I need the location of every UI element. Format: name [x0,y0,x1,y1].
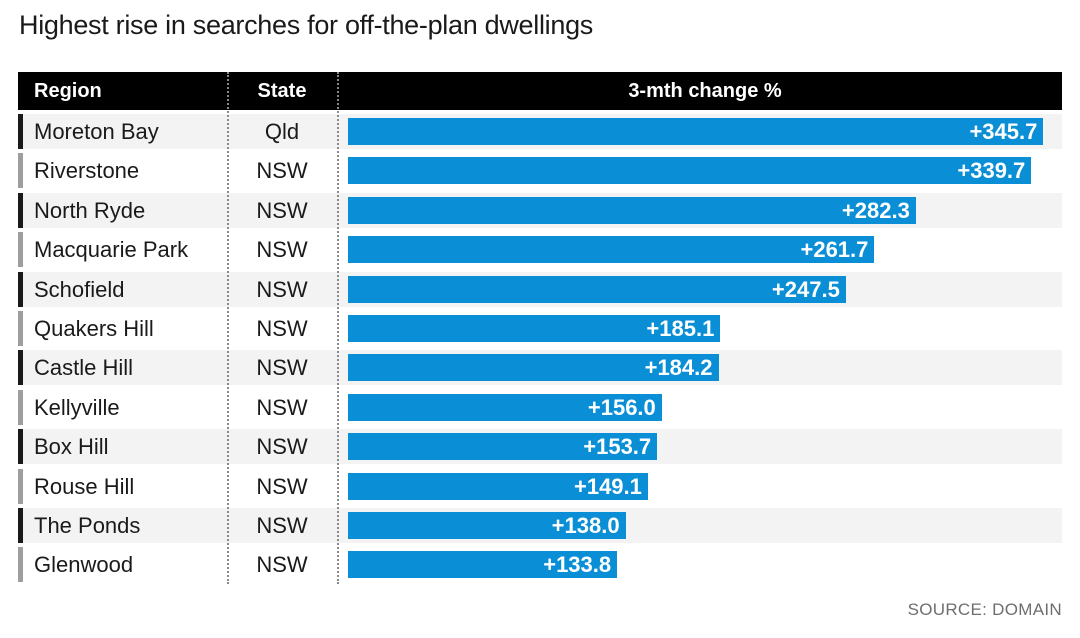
region-label: Box Hill [34,434,109,460]
bar-value-label: +185.1 [646,315,715,341]
bar-value-label: +153.7 [583,434,652,460]
bar: +345.7 [348,118,1044,145]
table-row: The Ponds NSW +138.0 [18,507,1062,543]
row-accent [18,232,23,268]
state-label: NSW [256,394,308,420]
table-row: Kellyville NSW +156.0 [18,389,1062,425]
region-label: Schofield [34,276,125,302]
region-label: Glenwood [34,552,134,578]
header-state: State [257,80,307,102]
bar: +247.5 [348,275,846,303]
bar-value-label: +247.5 [771,276,840,302]
header-change: 3-mth change % [628,80,782,102]
row-accent [18,271,23,307]
row-accent [18,114,23,149]
region-label: Kellyville [34,394,120,420]
column-divider-1 [227,72,229,584]
state-label: NSW [256,237,308,263]
row-accent [18,507,23,543]
table-row: Moreton Bay Qld +345.7 [18,114,1062,149]
bar: +185.1 [348,314,721,342]
row-accent [18,192,23,228]
bar-value-label: +149.1 [573,473,642,499]
row-accent [18,310,23,346]
table-row: Macquarie Park NSW +261.7 [18,232,1062,268]
region-label: Castle Hill [34,355,134,381]
region-label: The Ponds [34,512,141,538]
bar-value-label: +339.7 [957,158,1026,184]
source-note: SOURCE: DOMAIN [907,600,1062,619]
bar: +138.0 [348,511,626,539]
row-accent [18,350,23,386]
table-row: Castle Hill NSW +184.2 [18,350,1062,386]
state-label: NSW [256,512,308,538]
table-body: Moreton Bay Qld +345.7 Riverstone NSW +339.7 N… [18,114,1062,587]
table-row: Schofield NSW +247.5 [18,271,1062,307]
bar-value-label: +133.8 [543,552,612,578]
bar: +149.1 [348,472,648,500]
region-label: Riverstone [34,158,140,184]
table-row: Quakers Hill NSW +185.1 [18,310,1062,346]
region-label: Moreton Bay [34,119,159,144]
state-label: Qld [264,119,300,144]
region-label: Macquarie Park [34,237,189,263]
bar: +282.3 [348,196,916,224]
state-label: NSW [256,158,308,184]
bar: +184.2 [348,354,719,382]
chart-title: Highest rise in searches for off-the-pla… [19,10,593,40]
bar-value-label: +156.0 [587,394,656,420]
state-label: NSW [256,197,308,223]
state-label: NSW [256,276,308,302]
bar-value-label: +345.7 [969,119,1038,144]
row-accent [18,429,23,465]
row-accent [18,547,23,583]
header-region: Region [34,80,102,102]
bar-value-label: +138.0 [551,512,620,538]
region-label: Quakers Hill [34,315,154,341]
table-row: Riverstone NSW +339.7 [18,153,1062,189]
bar: +133.8 [348,551,618,579]
state-label: NSW [256,434,308,460]
bar: +261.7 [348,236,875,264]
row-accent [18,389,23,425]
state-label: NSW [256,552,308,578]
column-divider-2 [337,72,339,584]
region-label: North Ryde [34,197,146,223]
row-accent [18,153,23,189]
row-accent [18,468,23,504]
bar: +153.7 [348,433,658,461]
table-row: Rouse Hill NSW +149.1 [18,468,1062,504]
table-row: Box Hill NSW +153.7 [18,429,1062,465]
bar-value-label: +184.2 [644,355,713,381]
bar-value-label: +282.3 [841,197,910,223]
state-label: NSW [256,473,308,499]
table-row: North Ryde NSW +282.3 [18,192,1062,228]
bar: +339.7 [348,157,1032,185]
table-header: Region State 3-mth change % [18,72,1062,110]
bar-value-label: +261.7 [800,237,869,263]
bar: +156.0 [348,393,662,421]
table-row: Glenwood NSW +133.8 [18,547,1062,583]
region-label: Rouse Hill [34,473,135,499]
state-label: NSW [256,315,308,341]
state-label: NSW [256,355,308,381]
